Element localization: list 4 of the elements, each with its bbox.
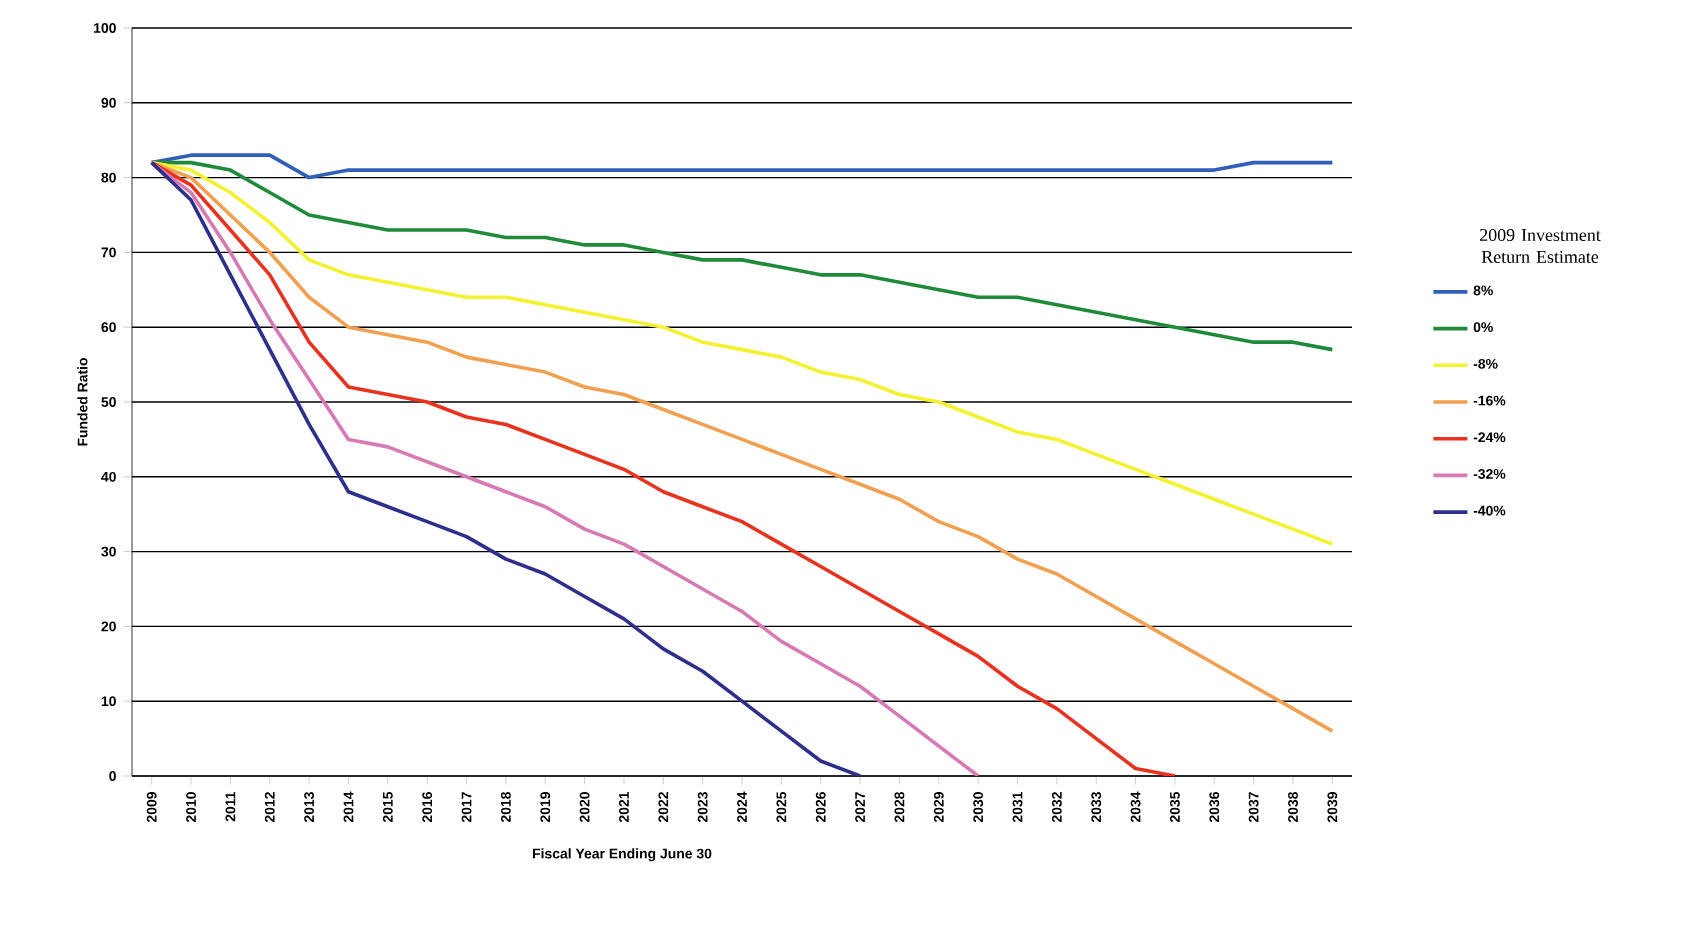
line-series <box>149 160 1177 776</box>
line-series <box>149 160 1335 546</box>
line-series <box>149 160 1335 733</box>
legend-title: 2009 Investment Return Estimate <box>1480 228 1601 263</box>
